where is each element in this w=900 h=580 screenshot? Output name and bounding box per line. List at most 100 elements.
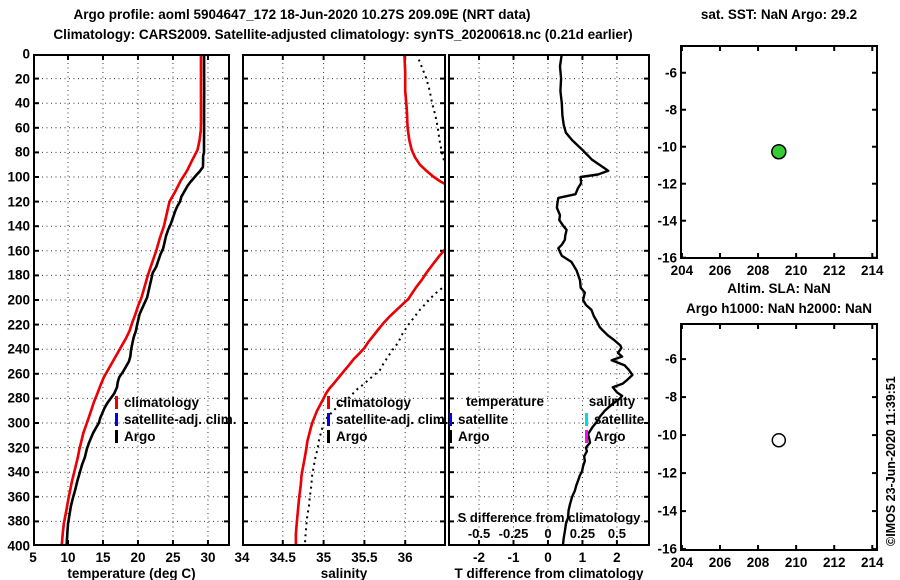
- s-tick-label: 0: [544, 526, 552, 541]
- y-tick-label: 220: [7, 317, 30, 333]
- y-tick-label: -6: [664, 65, 677, 81]
- salinity-diff-legend-title: salinity: [588, 394, 636, 409]
- y-tick-label: 40: [14, 95, 30, 111]
- y-tick-label: 280: [7, 390, 30, 406]
- y-tick-label: 320: [7, 440, 30, 456]
- sst-readout: sat. SST: NaN Argo: 29.2: [700, 7, 858, 22]
- x-tick-label: 214: [861, 263, 884, 278]
- y-tick-label: 260: [7, 366, 30, 382]
- y-tick-label: -12: [657, 465, 677, 481]
- s-difference-axis-label: S difference from climatology: [457, 510, 641, 525]
- y-tick-label: -10: [657, 427, 677, 443]
- y-tick-label: 140: [7, 218, 30, 234]
- x-tick-label: 204: [670, 263, 694, 278]
- figure-title: Argo profile: aoml 5904647_172 18-Jun-20…: [73, 7, 531, 22]
- x-tick-label: -1: [507, 550, 520, 565]
- y-tick-label: -14: [657, 503, 677, 519]
- x-tick-label: 2: [613, 550, 621, 565]
- legend-item: satellite-adj. clim.: [115, 411, 237, 428]
- temperature-axis-label: temperature (deg C): [67, 566, 196, 580]
- y-tick-label: 100: [7, 169, 30, 185]
- x-tick-label: 34: [234, 550, 250, 565]
- x-tick-label: 206: [708, 263, 732, 278]
- argo-s-legend-marker: [585, 430, 588, 443]
- difference-profile-plot: [448, 54, 650, 546]
- legend-item-label: satellite-adj. clim.: [336, 412, 449, 427]
- legend-item: Argo: [115, 428, 237, 445]
- x-tick-label: 20: [130, 550, 146, 565]
- x-tick-label: 212: [822, 555, 846, 570]
- x-tick-label: 35: [316, 550, 332, 565]
- argo-legend-marker: [115, 430, 118, 443]
- legend-item-label: Argo: [458, 429, 490, 444]
- x-tick-label: 15: [95, 550, 111, 565]
- legend-item-label: climatology: [336, 395, 412, 410]
- climatology-legend-marker: [115, 396, 118, 409]
- salinity-axis-label: salinity: [320, 566, 368, 580]
- y-tick-label: 240: [7, 341, 30, 357]
- y-tick-label: 380: [7, 513, 30, 529]
- t-difference-axis-label: T difference from climatology: [454, 566, 644, 580]
- x-tick-label: 36: [397, 550, 413, 565]
- legend-item: satellite-adj. clim.: [327, 411, 449, 428]
- y-tick-label: -8: [664, 389, 677, 405]
- satellite-t-legend-marker: [449, 413, 452, 426]
- location-map-sst: [680, 45, 878, 259]
- x-tick-label: 206: [708, 555, 732, 570]
- y-tick-label: 120: [7, 194, 30, 210]
- legend-item-label: climatology: [124, 395, 200, 410]
- legend-item: climatology: [115, 394, 237, 411]
- x-tick-label: 210: [784, 555, 808, 570]
- climatology-legend-marker: [327, 396, 330, 409]
- y-tick-label: -12: [657, 176, 677, 192]
- s-tick-label: 0.25: [569, 526, 596, 541]
- x-tick-label: 5: [29, 550, 37, 565]
- y-tick-label: -10: [657, 139, 677, 155]
- satellite-adj-clim-legend-marker: [327, 413, 330, 426]
- y-tick-label: 0: [22, 46, 30, 62]
- legend-item: Argo: [327, 428, 449, 445]
- x-tick-label: 35.5: [351, 550, 378, 565]
- temperature-legend: climatology satellite-adj. clim. Argo: [115, 394, 237, 445]
- y-tick-label: 360: [7, 489, 30, 505]
- temperature-diff-legend: satellite Argo: [449, 411, 508, 445]
- x-tick-label: 1: [578, 550, 587, 565]
- temperature-profile-plot: [33, 54, 230, 546]
- y-tick-label: 20: [14, 71, 30, 87]
- legend-item-label: Argo: [594, 429, 626, 444]
- x-tick-label: 25: [165, 550, 181, 565]
- legend-item-label: satellite-adj. clim.: [124, 412, 237, 427]
- salinity-profile-plot: [242, 54, 446, 546]
- y-tick-label: -16: [657, 250, 677, 266]
- x-tick-label: 208: [746, 263, 770, 278]
- x-tick-label: 204: [670, 555, 694, 570]
- x-tick-label: 34.5: [269, 550, 296, 565]
- sla-readout: Altim. SLA: NaN: [727, 281, 831, 296]
- s-tick-label: -0.25: [498, 526, 529, 541]
- salinity-legend: climatology satellite-adj. clim. Argo: [327, 394, 449, 445]
- x-tick-label: 10: [60, 550, 76, 565]
- y-tick-label: 80: [14, 144, 30, 160]
- s-tick-label: -0.5: [467, 526, 491, 541]
- y-tick-label: -6: [664, 351, 677, 367]
- argo-legend-marker: [327, 430, 330, 443]
- x-tick-label: 0: [544, 550, 552, 565]
- y-tick-label: -14: [657, 213, 677, 229]
- x-tick-label: -2: [473, 550, 486, 565]
- legend-item: satellite: [585, 411, 644, 428]
- temperature-diff-legend-title: temperature: [465, 394, 545, 409]
- figure-subtitle: Climatology: CARS2009. Satellite-adjuste…: [53, 27, 633, 42]
- x-tick-label: 210: [784, 263, 808, 278]
- salinity-diff-legend: satellite Argo: [585, 411, 644, 445]
- legend-item-label: Argo: [336, 429, 368, 444]
- legend-item: Argo: [585, 428, 644, 445]
- location-map-heights: [680, 323, 878, 551]
- y-tick-label: 300: [7, 415, 30, 431]
- y-tick-label: 200: [7, 292, 30, 308]
- y-tick-label: 180: [7, 267, 30, 283]
- s-tick-label: 0.5: [607, 526, 626, 541]
- x-tick-label: 208: [746, 555, 770, 570]
- y-tick-label: -16: [657, 541, 677, 557]
- legend-item-label: satellite: [458, 412, 509, 427]
